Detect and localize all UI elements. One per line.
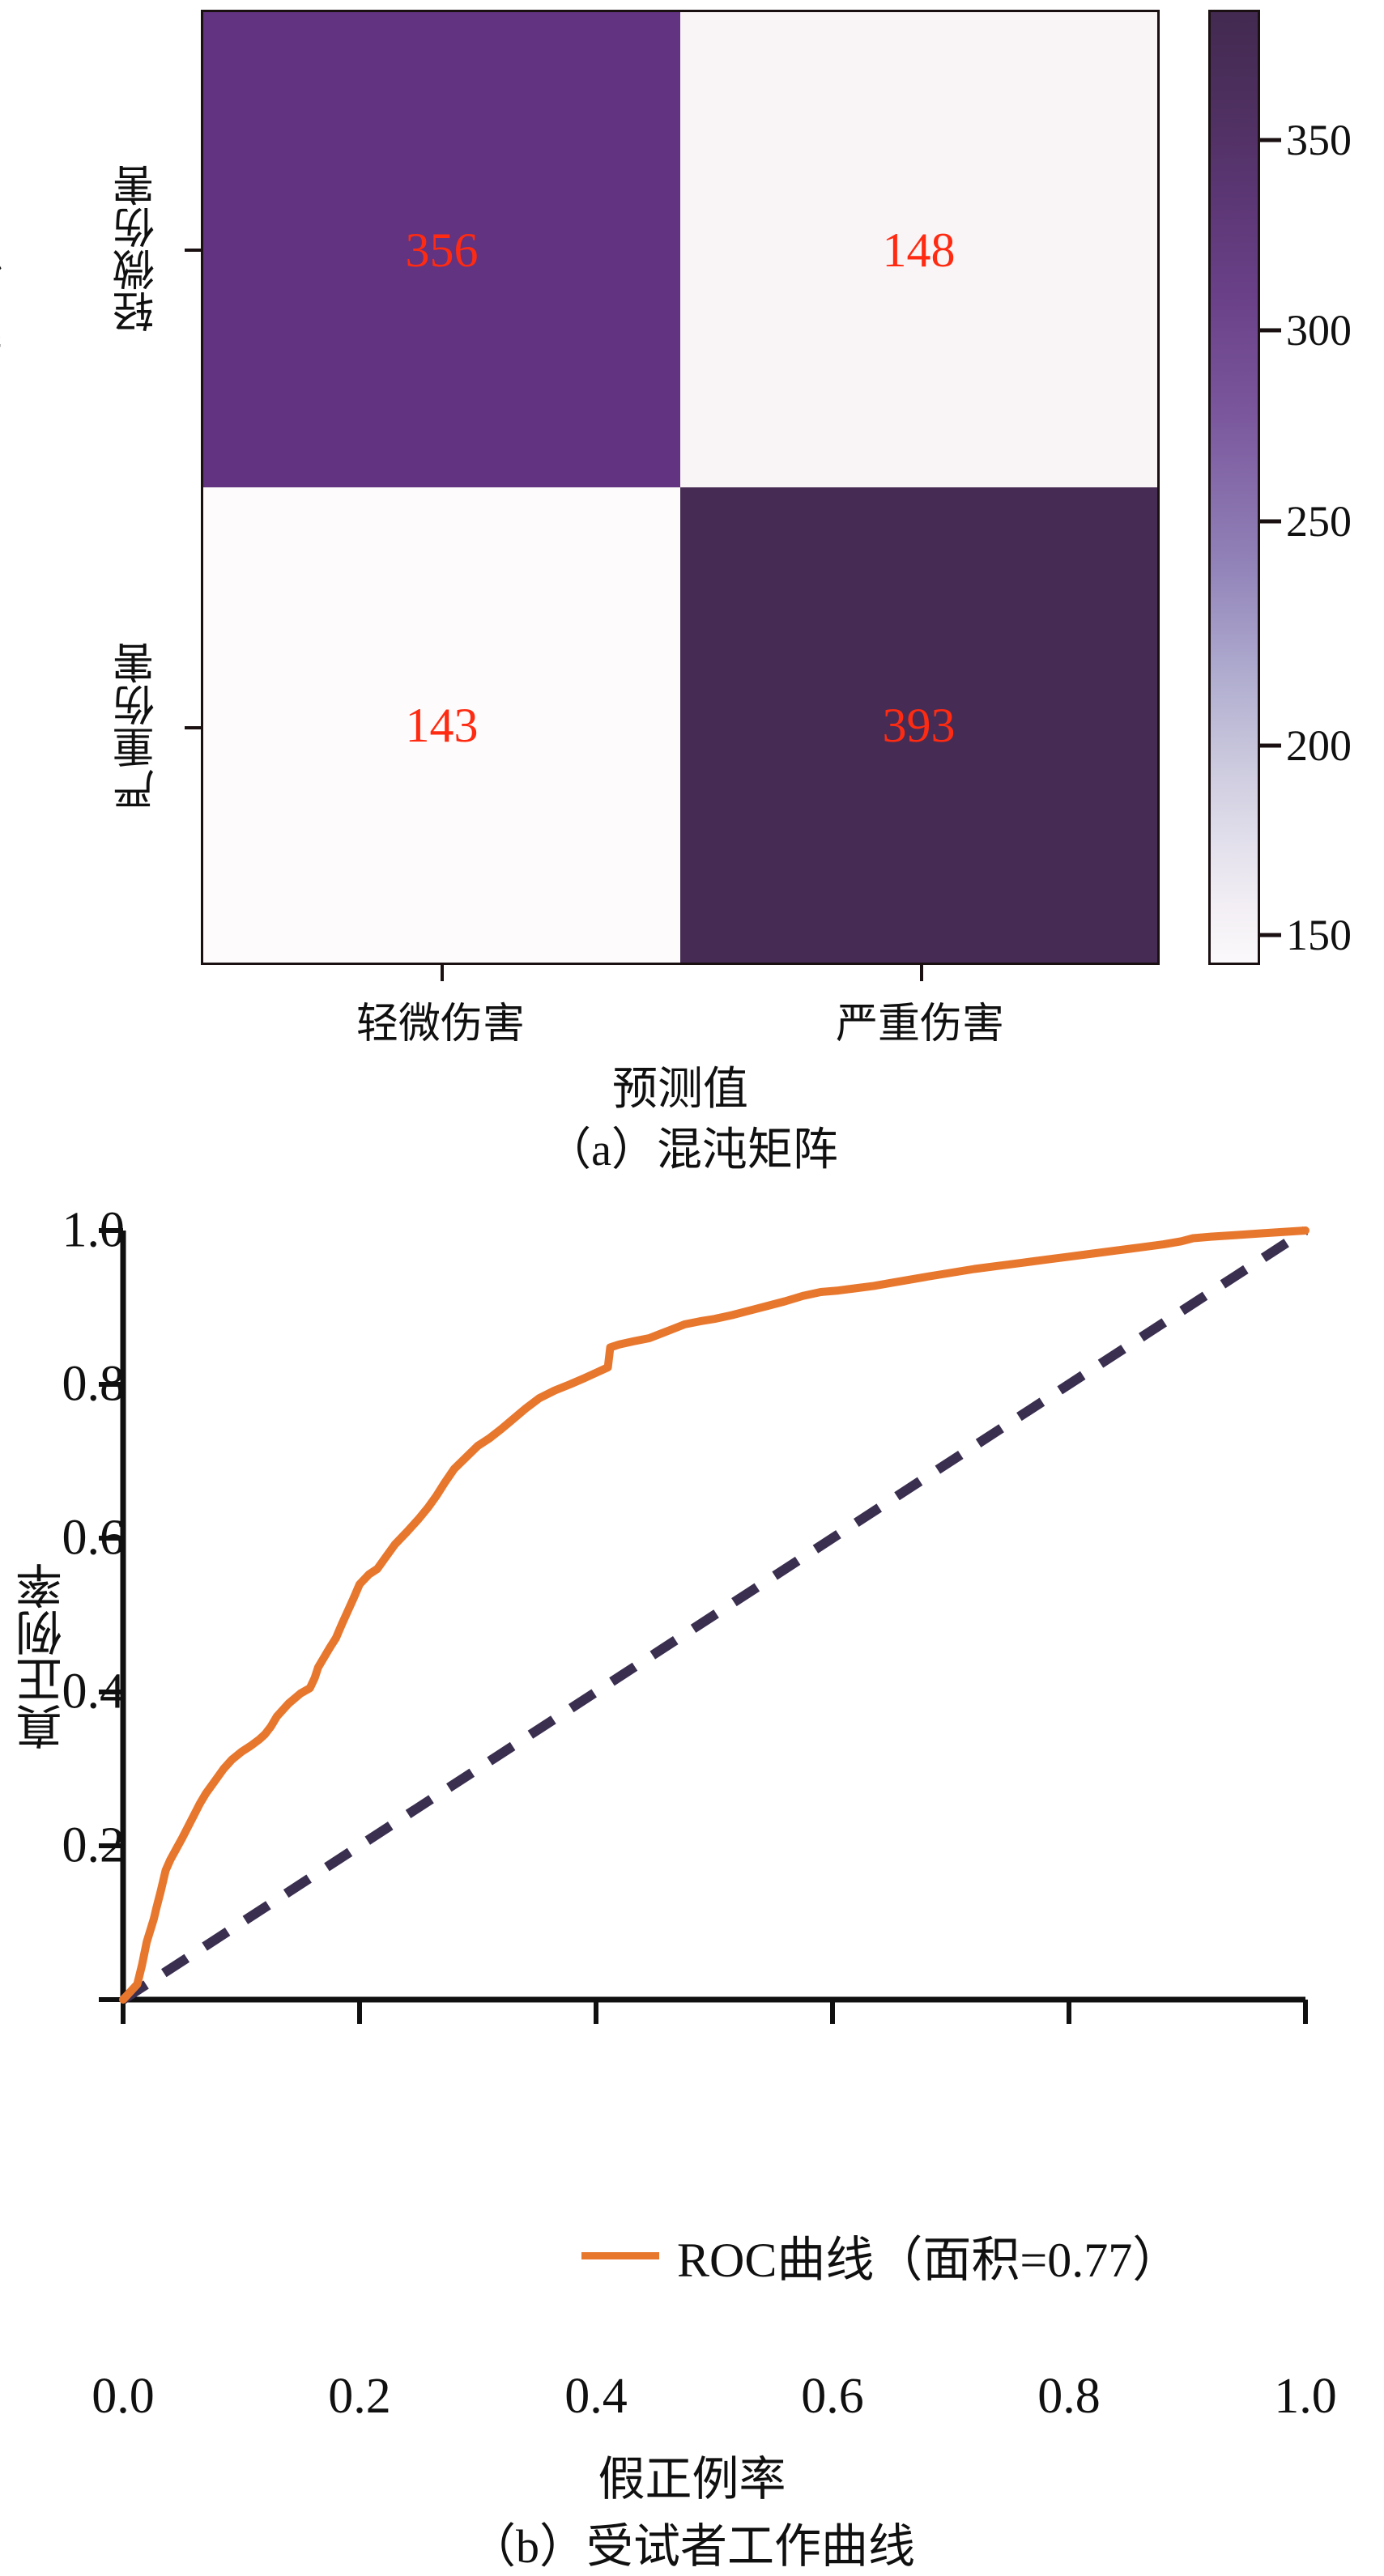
roc-y-tick-1-0: 1.0 — [62, 1202, 126, 1258]
roc-x-axis-title: 假正例率 — [598, 2453, 786, 2506]
colorbar-label-200: 200 — [1286, 721, 1352, 770]
colorbar-tick-200 — [1260, 743, 1281, 748]
matrix-colorbar — [1208, 10, 1260, 965]
panel-a-caption: （a）混沌矩阵 — [546, 1125, 838, 1175]
matrix-y-tick-1 — [185, 726, 202, 729]
roc-y-axis-title: 真正例率 — [17, 1562, 70, 1750]
roc-curve-line — [119, 1226, 1309, 2004]
matrix-x-axis-title: 预测值 — [612, 1065, 748, 1115]
roc-diagonal-line — [120, 1226, 1309, 2004]
roc-x-tick-0-0: 0.0 — [92, 2369, 155, 2424]
matrix-cell-value: 148 — [882, 223, 956, 277]
panel-b-roc-curve: 1.0 0.8 0.6 0.4 0.2 0.0 0.2 0.4 0.6 0.8 … — [0, 1174, 1384, 2574]
roc-axes — [99, 1228, 1308, 2024]
roc-x-tick-0-4: 0.4 — [564, 2369, 628, 2424]
matrix-cell-1-1: 393 — [680, 487, 1157, 963]
matrix-cell-value: 356 — [405, 223, 479, 277]
matrix-y-category-0: 轻微伤害 — [114, 164, 161, 333]
matrix-cell-value: 393 — [882, 698, 956, 752]
roc-x-tick-0-2: 0.2 — [328, 2369, 391, 2424]
matrix-x-tick-1 — [920, 963, 923, 981]
roc-x-tick-0-6: 0.6 — [801, 2369, 864, 2424]
matrix-x-category-1: 严重伤害 — [835, 1001, 1004, 1048]
colorbar-tick-350 — [1260, 138, 1281, 142]
colorbar-label-350: 350 — [1286, 116, 1352, 164]
roc-y-tick-0-4: 0.4 — [62, 1664, 126, 1719]
roc-legend-swatch-icon — [581, 2252, 659, 2259]
roc-x-tick-1-0: 1.0 — [1274, 2369, 1337, 2424]
colorbar-tick-150 — [1260, 933, 1281, 937]
matrix-y-tick-0 — [185, 249, 202, 252]
matrix-cell-1-0: 143 — [203, 487, 680, 963]
matrix-cell-0-0: 356 — [203, 12, 680, 487]
roc-y-tick-0-8: 0.8 — [62, 1356, 126, 1412]
colorbar-label-250: 250 — [1286, 497, 1352, 546]
matrix-cell-value: 143 — [405, 698, 479, 752]
confusion-matrix-grid: 356 148 143 393 — [201, 10, 1160, 965]
roc-y-tick-0-6: 0.6 — [62, 1510, 126, 1566]
roc-legend: ROC曲线（面积=0.77） — [581, 2221, 1181, 2291]
colorbar-label-300: 300 — [1286, 306, 1352, 355]
colorbar-tick-300 — [1260, 328, 1281, 333]
matrix-y-category-1: 严重伤害 — [114, 642, 161, 810]
matrix-x-tick-0 — [441, 963, 444, 981]
colorbar-tick-250 — [1260, 519, 1281, 524]
roc-x-tick-0-8: 0.8 — [1037, 2369, 1101, 2424]
panel-a-confusion-matrix: 真实值 轻微伤害 严重伤害 356 148 143 393 轻微伤害 严重伤害 … — [0, 0, 1384, 1175]
colorbar-label-150: 150 — [1286, 911, 1352, 959]
panel-b-caption: （b）受试者工作曲线 — [468, 2520, 915, 2573]
roc-y-tick-0-2: 0.2 — [62, 1817, 126, 1873]
roc-chart-svg — [99, 1226, 1309, 2024]
roc-legend-label: ROC曲线（面积=0.77） — [677, 2234, 1182, 2287]
colorbar-gradient — [1211, 12, 1258, 963]
matrix-cell-0-1: 148 — [680, 12, 1157, 487]
matrix-x-category-0: 轻微伤害 — [356, 1001, 525, 1048]
